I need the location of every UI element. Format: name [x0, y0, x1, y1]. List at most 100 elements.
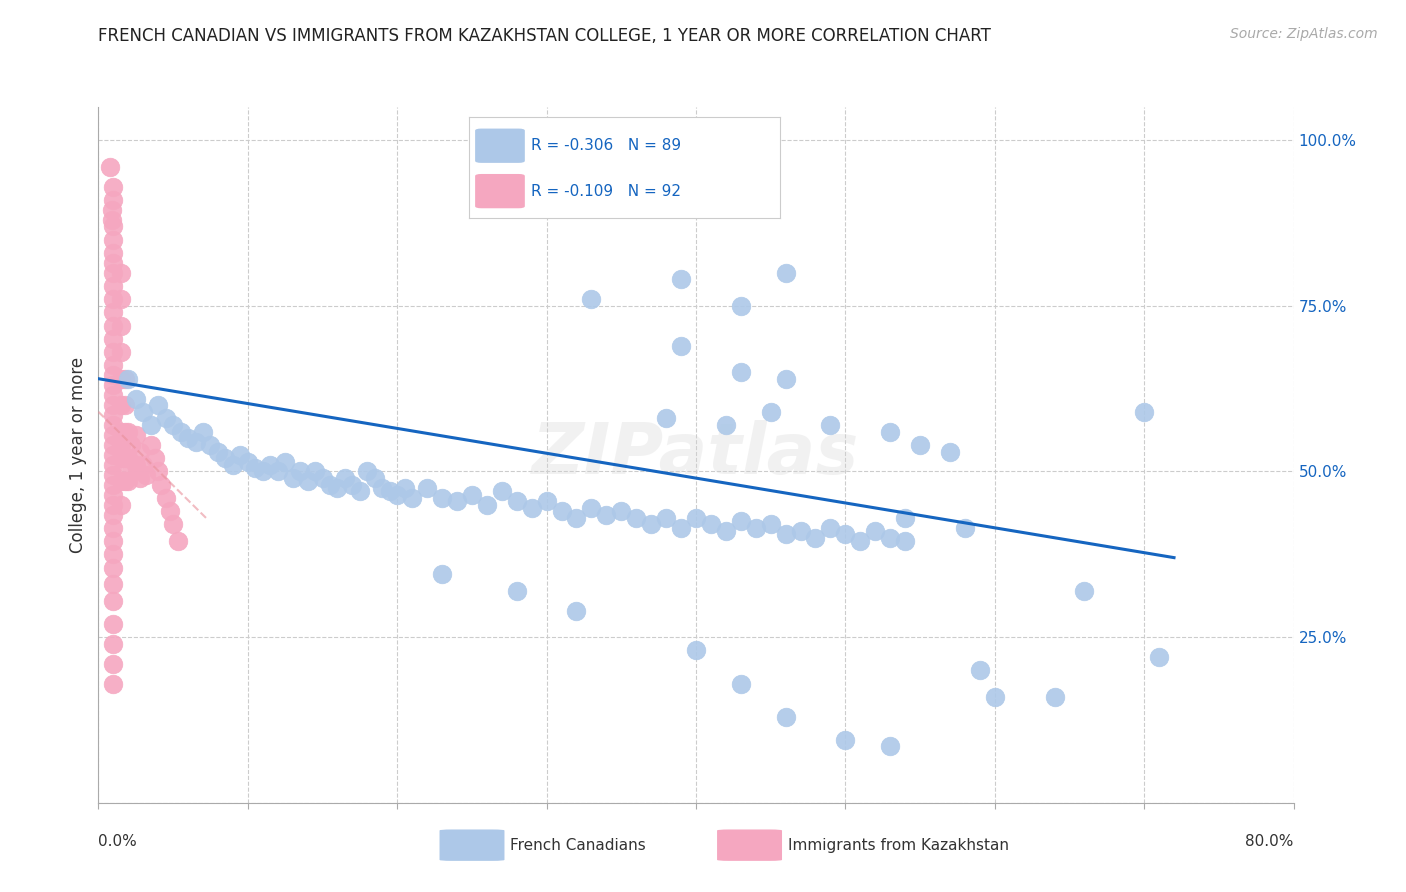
Point — [143, 451, 166, 466]
Point — [103, 560, 125, 574]
Point — [349, 484, 371, 499]
Point — [274, 454, 297, 468]
Point — [177, 431, 200, 445]
Point — [214, 451, 236, 466]
Point — [820, 418, 842, 433]
Point — [103, 676, 125, 690]
Point — [103, 179, 125, 194]
Point — [103, 318, 125, 333]
Point — [103, 547, 125, 561]
Point — [101, 212, 124, 227]
Point — [461, 488, 484, 502]
Point — [114, 475, 136, 489]
Point — [581, 292, 603, 306]
Point — [401, 491, 423, 505]
Text: French Canadians: French Canadians — [510, 838, 647, 853]
Point — [385, 488, 409, 502]
Point — [148, 398, 170, 412]
Point — [103, 193, 125, 207]
Point — [103, 577, 125, 591]
Point — [288, 465, 311, 479]
Point — [110, 345, 132, 359]
Point — [655, 411, 678, 425]
Point — [356, 465, 378, 479]
Point — [730, 676, 752, 690]
Point — [103, 279, 125, 293]
Point — [775, 709, 797, 723]
Point — [110, 372, 132, 386]
Point — [730, 365, 752, 379]
Text: R = -0.109   N = 92: R = -0.109 N = 92 — [531, 184, 681, 199]
Point — [103, 477, 125, 491]
Point — [714, 524, 737, 538]
Point — [191, 425, 214, 439]
Point — [624, 511, 647, 525]
Point — [640, 517, 662, 532]
Text: Immigrants from Kazakhstan: Immigrants from Kazakhstan — [787, 838, 1010, 853]
Point — [834, 527, 856, 541]
Point — [908, 438, 931, 452]
Point — [319, 477, 342, 491]
Point — [110, 266, 132, 280]
Point — [894, 511, 917, 525]
Point — [114, 451, 136, 466]
Point — [506, 583, 529, 598]
Point — [311, 471, 333, 485]
Text: FRENCH CANADIAN VS IMMIGRANTS FROM KAZAKHSTAN COLLEGE, 1 YEAR OR MORE CORRELATIO: FRENCH CANADIAN VS IMMIGRANTS FROM KAZAK… — [98, 27, 991, 45]
Point — [103, 292, 125, 306]
Point — [333, 471, 356, 485]
Point — [103, 388, 125, 402]
Point — [120, 438, 142, 452]
Point — [865, 524, 887, 538]
Point — [267, 465, 290, 479]
Point — [879, 739, 901, 754]
Point — [775, 266, 797, 280]
Point — [103, 345, 125, 359]
Point — [155, 411, 177, 425]
Point — [969, 663, 991, 677]
Point — [655, 511, 678, 525]
Point — [166, 534, 188, 549]
Point — [125, 428, 148, 442]
Point — [1133, 405, 1156, 419]
Point — [536, 494, 558, 508]
Point — [117, 475, 139, 489]
Point — [101, 202, 124, 217]
Point — [103, 448, 125, 462]
Point — [132, 458, 155, 472]
Point — [103, 534, 125, 549]
Point — [700, 517, 723, 532]
Point — [117, 425, 139, 439]
Point — [1043, 690, 1066, 704]
FancyBboxPatch shape — [475, 174, 524, 208]
Point — [129, 444, 152, 458]
Point — [371, 481, 394, 495]
Point — [304, 465, 326, 479]
Point — [125, 392, 148, 406]
Point — [125, 458, 148, 472]
Point — [110, 438, 132, 452]
Point — [820, 521, 842, 535]
Point — [259, 458, 281, 472]
Point — [103, 305, 125, 319]
Point — [103, 508, 125, 522]
Point — [103, 593, 125, 607]
Point — [446, 494, 468, 508]
Point — [953, 521, 976, 535]
Point — [103, 657, 125, 671]
Point — [110, 318, 132, 333]
Point — [103, 637, 125, 651]
Text: 80.0%: 80.0% — [1246, 834, 1294, 849]
Text: 0.0%: 0.0% — [98, 834, 138, 849]
Point — [281, 471, 304, 485]
Text: Source: ZipAtlas.com: Source: ZipAtlas.com — [1230, 27, 1378, 41]
Point — [430, 491, 453, 505]
Point — [252, 465, 274, 479]
Point — [983, 690, 1005, 704]
Point — [200, 438, 222, 452]
Point — [759, 405, 782, 419]
Point — [669, 521, 692, 535]
Point — [120, 465, 142, 479]
FancyBboxPatch shape — [717, 830, 782, 861]
Point — [103, 256, 125, 270]
